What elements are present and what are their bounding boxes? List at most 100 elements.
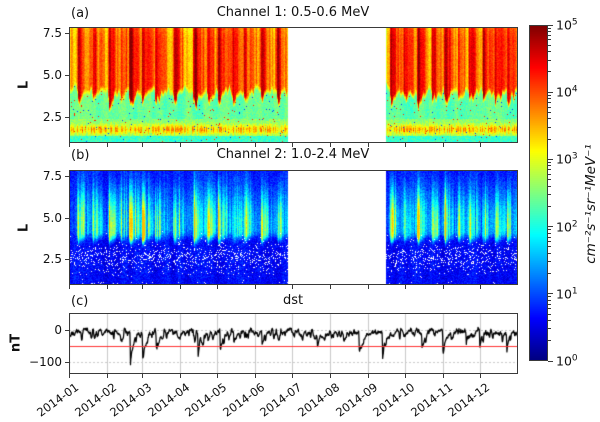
colorbar-minor-tick	[548, 94, 551, 96]
x-axis-tick	[292, 374, 293, 378]
colorbar-tick-label: 101	[556, 286, 578, 302]
spectrogram-channel1	[69, 27, 518, 143]
x-axis-tick	[217, 143, 218, 147]
x-axis-tick	[69, 143, 70, 147]
y-axis-tick	[65, 362, 69, 363]
colorbar-minor-tick	[548, 106, 551, 108]
x-axis-tick	[142, 285, 143, 289]
x-axis-tick	[107, 143, 108, 147]
panel-b-letter: (b)	[71, 148, 90, 163]
colorbar-minor-tick	[548, 296, 551, 298]
colorbar-minor-tick	[548, 27, 551, 29]
colorbar-minor-tick	[548, 173, 551, 175]
colorbar-minor-tick	[548, 299, 551, 301]
panel-a-title: Channel 1: 0.5-0.6 MeV	[216, 5, 370, 20]
panel-b-title: Channel 2: 1.0-2.4 MeV	[216, 147, 370, 162]
colorbar-tick-label: 104	[556, 84, 578, 100]
colorbar-unit-label: cm⁻²s⁻¹sr⁻¹MeV⁻¹	[583, 144, 599, 264]
colorbar-major-tick	[548, 293, 553, 295]
x-axis-tick	[142, 374, 143, 378]
x-axis-tick	[443, 143, 444, 147]
colorbar-minor-tick	[548, 39, 551, 41]
colorbar-tick-label: 102	[556, 219, 578, 235]
x-axis-tick	[292, 285, 293, 289]
x-axis-tick-label: 2014-08	[294, 380, 343, 420]
x-axis-tick	[217, 374, 218, 378]
x-axis-tick	[180, 285, 181, 289]
x-axis-tick	[107, 285, 108, 289]
y-axis-tick	[65, 75, 69, 76]
x-axis-tick	[443, 374, 444, 378]
panel-b-ylabel: L	[16, 223, 32, 233]
colorbar-minor-tick	[548, 118, 551, 120]
x-axis-tick	[368, 285, 369, 289]
panel-a-ylabel: L	[16, 80, 32, 90]
colorbar-minor-tick	[548, 179, 551, 181]
colorbar-minor-tick	[548, 229, 551, 231]
colorbar-major-tick	[548, 158, 553, 160]
colorbar-major-tick	[548, 226, 553, 228]
colorbar-minor-tick	[548, 34, 551, 36]
x-axis-tick-label: 2014-01	[34, 380, 82, 420]
colorbar-major-tick	[548, 360, 553, 362]
colorbar-minor-tick	[548, 185, 551, 187]
panel-c-letter: (c)	[71, 294, 89, 309]
y-axis-tick	[65, 218, 69, 219]
y-axis-tick-label: 2.5	[42, 252, 62, 267]
y-axis-tick-label: 0	[54, 323, 62, 338]
y-axis-tick-label: 5.0	[42, 67, 62, 82]
colorbar-minor-tick	[548, 51, 551, 53]
x-axis-tick	[255, 285, 256, 289]
y-axis-tick-label: 2.5	[42, 109, 62, 124]
colorbar-minor-tick	[548, 71, 551, 73]
y-axis-tick-label: 5.0	[42, 210, 62, 225]
x-axis-tick-label: 2014-12	[444, 380, 493, 420]
x-axis-tick	[405, 285, 406, 289]
colorbar-minor-tick	[548, 303, 551, 305]
y-axis-tick-label: −100	[29, 355, 62, 370]
y-axis-tick-label: 7.5	[42, 168, 62, 183]
x-axis-tick	[330, 285, 331, 289]
colorbar-minor-tick	[548, 102, 551, 104]
colorbar-minor-tick	[548, 165, 551, 167]
x-axis-tick	[292, 143, 293, 147]
colorbar-minor-tick	[548, 340, 551, 342]
colorbar-minor-tick	[548, 246, 551, 248]
colorbar-minor-tick	[548, 205, 551, 207]
colorbar-minor-tick	[548, 98, 551, 100]
x-axis-tick	[330, 374, 331, 378]
colorbar-minor-tick	[548, 252, 551, 254]
colorbar-minor-tick	[548, 31, 551, 32]
colorbar-minor-tick	[548, 194, 551, 196]
colorbar-major-tick	[548, 24, 553, 26]
colorbar-minor-tick	[548, 236, 551, 238]
spectrogram-channel2	[69, 170, 518, 285]
x-axis-tick	[330, 143, 331, 147]
x-axis-tick	[69, 285, 70, 289]
colorbar-tick-label: 103	[556, 151, 578, 167]
x-axis-tick	[480, 374, 481, 378]
y-axis-tick	[65, 330, 69, 331]
x-axis-tick	[255, 143, 256, 147]
colorbar-tick-label: 100	[556, 353, 578, 369]
colorbar-major-tick	[548, 91, 553, 93]
colorbar	[529, 25, 548, 361]
colorbar-minor-tick	[548, 328, 551, 330]
x-axis-tick	[69, 374, 70, 378]
y-axis-tick	[65, 33, 69, 34]
x-axis-tick	[368, 143, 369, 147]
colorbar-minor-tick	[548, 241, 551, 242]
colorbar-minor-tick	[548, 126, 551, 128]
x-axis-tick	[217, 285, 218, 289]
colorbar-minor-tick	[548, 44, 551, 46]
colorbar-minor-tick	[548, 313, 551, 315]
panel-a-letter: (a)	[71, 6, 90, 21]
panel-c-title: dst	[282, 293, 304, 308]
x-axis-tick	[142, 143, 143, 147]
colorbar-minor-tick	[548, 169, 551, 171]
colorbar-minor-tick	[548, 111, 551, 113]
x-axis-tick	[180, 143, 181, 147]
y-axis-tick	[65, 176, 69, 177]
x-axis-tick-label: 2014-06	[219, 380, 267, 420]
